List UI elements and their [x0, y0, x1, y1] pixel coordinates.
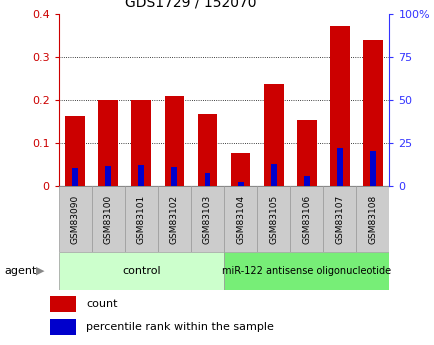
- Text: GSM83104: GSM83104: [236, 195, 244, 244]
- Bar: [256, 186, 289, 252]
- Bar: [230, 153, 250, 186]
- Text: GSM83105: GSM83105: [269, 195, 277, 244]
- Bar: [362, 40, 382, 186]
- Text: GSM83101: GSM83101: [137, 195, 145, 244]
- Text: GSM83090: GSM83090: [71, 195, 79, 244]
- Title: GDS1729 / 152070: GDS1729 / 152070: [125, 0, 256, 10]
- Text: GSM83106: GSM83106: [302, 195, 310, 244]
- Bar: [204, 173, 210, 186]
- Bar: [59, 252, 224, 290]
- Bar: [125, 186, 158, 252]
- Bar: [355, 186, 388, 252]
- Bar: [329, 26, 349, 186]
- Bar: [322, 186, 355, 252]
- Bar: [237, 182, 243, 186]
- Bar: [59, 186, 92, 252]
- Text: agent: agent: [4, 266, 36, 276]
- Bar: [92, 186, 125, 252]
- Bar: [158, 186, 191, 252]
- Bar: [50, 296, 76, 312]
- Bar: [72, 168, 78, 186]
- Bar: [164, 96, 184, 186]
- Text: miR-122 antisense oligonucleotide: miR-122 antisense oligonucleotide: [222, 266, 390, 276]
- Bar: [224, 252, 388, 290]
- Bar: [289, 186, 322, 252]
- Bar: [270, 164, 276, 186]
- Text: count: count: [86, 299, 118, 309]
- Bar: [50, 319, 76, 335]
- Text: control: control: [122, 266, 160, 276]
- Text: ▶: ▶: [36, 266, 44, 276]
- Text: GSM83100: GSM83100: [104, 195, 112, 244]
- Text: GSM83102: GSM83102: [170, 195, 178, 244]
- Bar: [296, 120, 316, 186]
- Bar: [369, 151, 375, 186]
- Bar: [191, 186, 224, 252]
- Bar: [105, 166, 111, 186]
- Bar: [98, 100, 118, 186]
- Bar: [336, 148, 342, 186]
- Text: GSM83103: GSM83103: [203, 195, 211, 244]
- Bar: [197, 114, 217, 186]
- Bar: [65, 117, 85, 186]
- Bar: [224, 186, 256, 252]
- Text: percentile rank within the sample: percentile rank within the sample: [86, 322, 273, 332]
- Text: GSM83107: GSM83107: [335, 195, 343, 244]
- Bar: [138, 165, 144, 186]
- Bar: [131, 100, 151, 186]
- Text: GSM83108: GSM83108: [368, 195, 376, 244]
- Bar: [263, 84, 283, 186]
- Bar: [171, 167, 177, 186]
- Bar: [303, 176, 309, 186]
